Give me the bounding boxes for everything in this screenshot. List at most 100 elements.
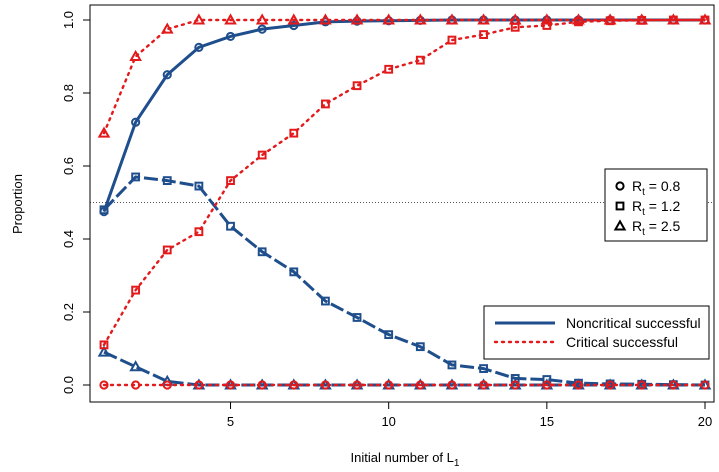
y-tick-label-0.2: 0.2: [61, 303, 76, 321]
series-critical-triangle: [97, 13, 712, 138]
series-critical-square-line: [102, 18, 707, 347]
legend-rt-label-value: = 1.2: [645, 198, 681, 214]
y-tick-label-0: 0.0: [61, 376, 76, 394]
legend-series: Noncritical successful Critical successfu…: [483, 305, 710, 360]
legend-label-noncritical-successful: Noncritical successful: [566, 315, 701, 331]
x-tick-label-15: 15: [540, 414, 554, 429]
series-critical-square-point-13: [479, 30, 488, 40]
series-noncritical-square-point-2: [131, 172, 141, 182]
series-critical-square-point-4: [194, 227, 204, 237]
series-noncritical-circle-point-6: [257, 24, 267, 34]
series-noncritical-triangle-point-2: [129, 360, 142, 372]
series-critical-circle-point-2: [131, 380, 141, 390]
series-critical-triangle-point-16: [572, 13, 585, 25]
x-axis-label-main: Initial number of L: [351, 450, 454, 465]
series-layer: [97, 13, 712, 390]
series-critical-circle-point-15: [542, 380, 552, 390]
x-tick-label-10: 10: [381, 414, 395, 429]
series-critical-circle-point-5: [225, 380, 236, 390]
series-critical-triangle-point-3: [160, 22, 174, 34]
legend-rt-label-value: = 0.8: [645, 178, 681, 194]
y-axis-label: Proportion: [10, 174, 25, 234]
legend-rt-marker-triangle: [613, 219, 627, 231]
series-critical-triangle-point-9: [350, 13, 364, 25]
series-critical-triangle-point-19: [667, 13, 680, 25]
series-noncritical-square-point-4: [194, 181, 204, 191]
series-noncritical-square-point-3: [162, 176, 172, 185]
series-critical-circle-point-10: [384, 380, 394, 390]
series-critical-circle-point-9: [352, 380, 362, 390]
series-critical-circle-point-6: [257, 380, 267, 390]
series-noncritical-square-point-1: [99, 205, 109, 215]
series-critical-circle-point-14: [510, 380, 520, 390]
series-critical-circle-point-8: [320, 380, 331, 390]
series-critical-triangle-point-14: [508, 13, 522, 25]
x-axis-label: Initial number of L1: [351, 450, 460, 469]
axes-layer: 5 10 15 20 0.0 0.2 0.4 0.6 0.8 1.0: [61, 11, 712, 429]
series-critical-triangle-point-7: [287, 13, 301, 25]
legend-rt-label-subscript: t: [642, 227, 645, 238]
series-noncritical-square-point-7: [289, 267, 299, 277]
series-critical-triangle-point-10: [382, 13, 396, 25]
series-critical-triangle-point-5: [224, 13, 237, 25]
series-critical-square-point-3: [162, 245, 172, 255]
legend-rt-marker-circle: [615, 181, 625, 191]
legend-rt-label-main: R: [632, 178, 642, 194]
series-critical-triangle-point-12: [445, 13, 459, 25]
legend-rt-marker-square: [615, 201, 625, 211]
legend-rt-label-main: R: [632, 198, 642, 214]
series-noncritical-square-point-9: [352, 313, 362, 322]
series-critical-circle-point-17: [605, 380, 615, 390]
series-critical-square-point-12: [447, 35, 457, 45]
series-critical-circle-point-20: [700, 380, 710, 390]
series-noncritical-square-point-5: [226, 221, 235, 231]
y-tick-label-1: 1.0: [61, 11, 76, 29]
series-noncritical-triangle-point-1: [97, 345, 111, 357]
series-critical-circle-point-1: [99, 380, 109, 390]
series-critical-square-point-15: [542, 21, 552, 30]
series-critical-circle-point-19: [668, 380, 678, 390]
legend-rt-label-subscript: t: [642, 187, 645, 198]
series-noncritical-square-point-10: [384, 330, 394, 340]
series-critical-square-point-8: [321, 99, 330, 109]
series-critical-circle-point-7: [289, 380, 299, 390]
legend-rt-label-subscript: t: [642, 207, 645, 218]
series-critical-triangle-point-20: [698, 13, 712, 25]
series-noncritical-circle-point-3: [162, 70, 172, 80]
series-critical-triangle-point-1: [97, 126, 111, 138]
series-critical-triangle-point-6: [255, 13, 269, 25]
x-axis-label-subscript: 1: [454, 458, 460, 469]
series-critical-circle-point-16: [573, 380, 584, 390]
series-critical-square-point-1: [99, 340, 109, 350]
series-critical-square-point-6: [257, 150, 267, 160]
series-noncritical-square-point-6: [257, 247, 267, 257]
series-critical-circle-point-4: [194, 380, 204, 390]
y-tick-label-0.4: 0.4: [61, 230, 76, 248]
series-noncritical-circle-point-7: [289, 20, 299, 31]
legend-rt-label-main: R: [632, 218, 642, 234]
x-tick-label-5: 5: [227, 414, 234, 429]
series-critical-triangle-point-18: [635, 13, 649, 25]
y-tick-label-0.6: 0.6: [61, 157, 76, 175]
series-critical-square-point-2: [131, 285, 141, 295]
series-noncritical-circle-point-5: [225, 31, 236, 42]
series-noncritical-square-point-12: [447, 360, 457, 370]
series-noncritical-circle-point-2: [131, 117, 141, 127]
legend-rt: Rt = 0.8Rt = 1.2Rt = 2.5: [604, 168, 708, 242]
series-critical-triangle-point-4: [192, 13, 206, 25]
series-noncritical-square-point-11: [415, 342, 425, 352]
legend-rt-label-square: Rt = 1.2: [632, 198, 681, 218]
x-tick-label-20: 20: [698, 414, 712, 429]
series-critical-triangle-line: [102, 18, 707, 135]
legend-rt-label-value: = 2.5: [645, 218, 681, 234]
series-critical-triangle-point-2: [129, 49, 142, 61]
series-critical-triangle-point-15: [540, 13, 554, 25]
y-tick-label-0.8: 0.8: [61, 84, 76, 102]
series-critical-circle-point-3: [162, 380, 172, 390]
series-critical-circle-point-12: [447, 380, 457, 390]
series-critical-triangle-point-13: [477, 13, 490, 25]
series-critical-square-point-7: [289, 128, 299, 138]
legend-series-box: [483, 305, 710, 360]
series-noncritical-circle-point-4: [194, 42, 204, 52]
